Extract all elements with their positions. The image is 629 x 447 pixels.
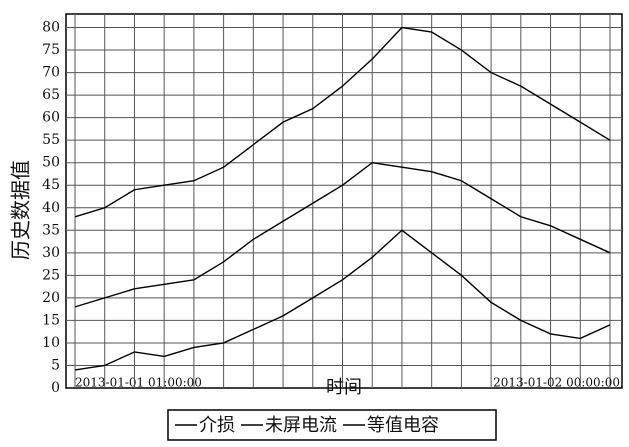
- legend-label: 介损: [199, 415, 235, 436]
- legend-label: 未屏电流: [265, 415, 337, 436]
- series-line: [74, 26, 611, 218]
- y-tick-label: 20: [42, 290, 60, 306]
- y-axis-label: 历史数据值: [9, 160, 33, 260]
- x-tick-label: 2013-01-02 00:00:00: [493, 376, 620, 390]
- legend-label: 等值电容: [367, 415, 439, 436]
- plot-frame: [65, 13, 623, 389]
- y-tick-label: 15: [42, 312, 60, 328]
- y-tick-label: 55: [42, 132, 60, 148]
- y-tick-label: 10: [42, 335, 60, 351]
- y-tick-label: 5: [51, 357, 60, 373]
- series-line: [74, 229, 611, 371]
- y-tick-label: 45: [42, 177, 60, 193]
- y-tick-label: 0: [51, 380, 60, 396]
- y-tick-label: 75: [42, 42, 60, 58]
- y-tick-label: 65: [42, 87, 60, 103]
- y-tick-label: 40: [42, 200, 60, 216]
- y-tick-label: 60: [42, 110, 60, 126]
- y-tick-label: 50: [42, 155, 60, 171]
- y-tick-label: 30: [42, 245, 60, 261]
- x-tick-label: 2013-01-01 01:00:00: [75, 376, 202, 390]
- series-line: [74, 161, 611, 308]
- y-tick-label: 70: [42, 65, 60, 81]
- y-tick-label: 35: [42, 222, 60, 238]
- y-tick-label: 25: [42, 267, 60, 283]
- legend-box: [167, 409, 497, 441]
- x-axis-label: 时间: [326, 377, 362, 398]
- y-tick-label: 80: [42, 20, 60, 36]
